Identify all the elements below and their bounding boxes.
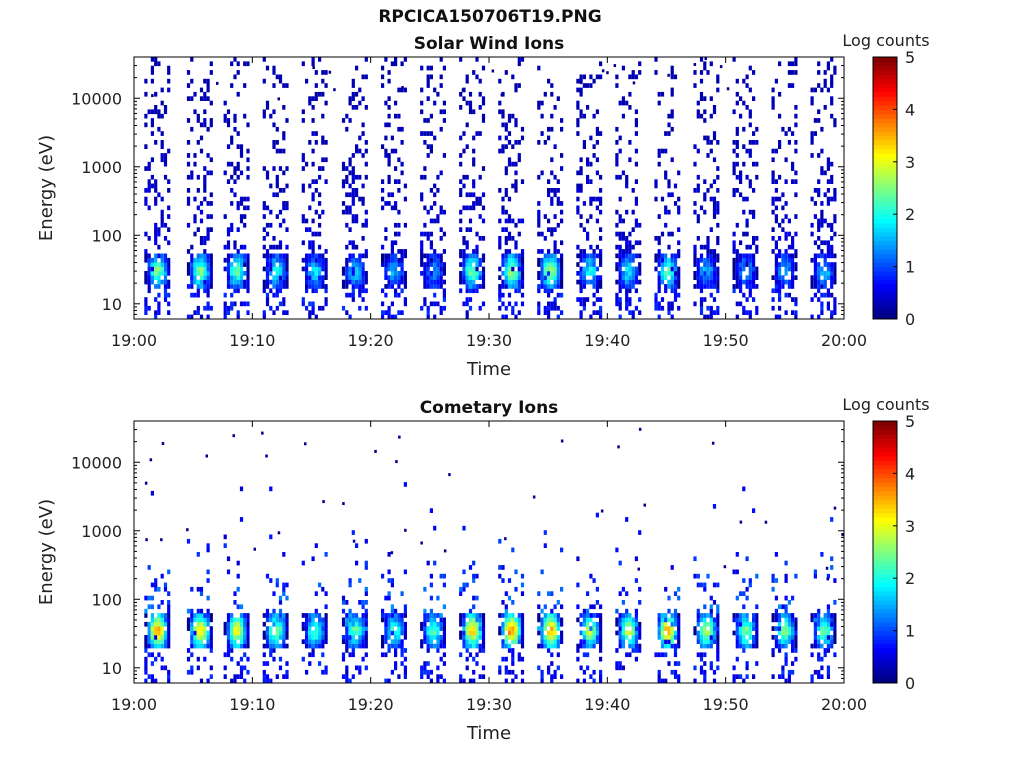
- y-tick-label: 10000: [71, 89, 122, 108]
- colorbar: [873, 57, 897, 320]
- colorbar-label: Log counts: [842, 31, 929, 50]
- colorbar-tick-label: 3: [905, 153, 915, 172]
- y-tick-label: 10000: [71, 453, 122, 472]
- colorbar-frame: [872, 420, 898, 684]
- colorbar-tick-label: 4: [905, 100, 915, 119]
- y-tick-label: 1000: [81, 522, 122, 541]
- spectrogram-pixels: [144, 427, 844, 684]
- y-tick-label: 100: [91, 590, 122, 609]
- y-axis-label: Energy (eV): [36, 135, 57, 241]
- x-axis-label: Time: [466, 723, 511, 744]
- y-tick-label: 100: [91, 226, 122, 245]
- plot-area: [134, 57, 844, 319]
- figure-title: RPCICA150706T19.PNG: [378, 7, 602, 27]
- solar-wind-spectrogram: Solar Wind Ions 19:00 19:10 19:20 19:30 19:40…: [36, 31, 930, 380]
- plot-area: [134, 421, 844, 683]
- x-tick-label: 19:00: [111, 695, 157, 714]
- x-tick-label: 19:50: [703, 695, 749, 714]
- colorbar-tick-label: 3: [905, 517, 915, 536]
- x-tick-label: 19:50: [703, 331, 749, 350]
- x-tick-label: 19:10: [229, 331, 275, 350]
- colorbar-tick-label: 0: [905, 674, 915, 693]
- colorbar-tick-label: 1: [905, 622, 915, 641]
- colorbar-tick-label: 1: [905, 258, 915, 277]
- y-tick-label: 1000: [81, 158, 122, 177]
- x-tick-label: 19:20: [348, 331, 394, 350]
- colorbar-label: Log counts: [842, 395, 929, 414]
- x-tick-label: 19:30: [466, 695, 512, 714]
- colorbar-frame: [872, 56, 898, 320]
- colorbar-tick-label: 5: [905, 48, 915, 67]
- colorbar-tick-label: 0: [905, 310, 915, 329]
- colorbar-tick-label: 2: [905, 205, 915, 224]
- y-tick-label: 10: [102, 659, 122, 678]
- x-tick-label: 20:00: [821, 331, 867, 350]
- colorbar-tick-label: 4: [905, 464, 915, 483]
- y-tick-label: 10: [102, 295, 122, 314]
- spectrogram-pixels: [144, 57, 837, 320]
- x-tick-label: 19:40: [584, 695, 630, 714]
- x-tick-label: 19:40: [584, 331, 630, 350]
- x-tick-label: 19:10: [229, 695, 275, 714]
- x-tick-label: 19:00: [111, 331, 157, 350]
- panel-title: Solar Wind Ions: [414, 34, 565, 54]
- x-axis-label: Time: [466, 359, 511, 380]
- x-tick-label: 19:30: [466, 331, 512, 350]
- x-tick-label: 20:00: [821, 695, 867, 714]
- colorbar: [873, 421, 897, 684]
- colorbar-tick-label: 5: [905, 412, 915, 431]
- panel-title: Cometary Ions: [420, 398, 559, 418]
- y-axis-label: Energy (eV): [36, 499, 57, 605]
- x-tick-label: 19:20: [348, 695, 394, 714]
- colorbar-tick-label: 2: [905, 569, 915, 588]
